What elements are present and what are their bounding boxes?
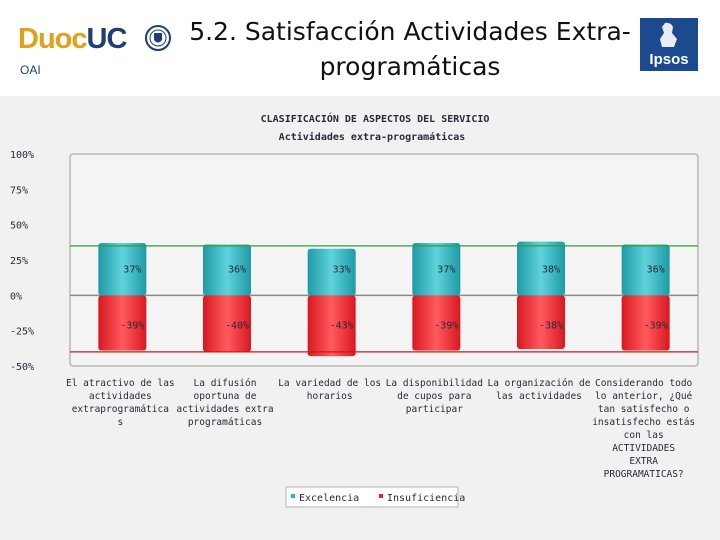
- category-label-line: programáticas: [188, 417, 262, 428]
- logo-uc-text: UC: [86, 23, 128, 55]
- insuficiencia-bar: [621, 295, 670, 351]
- category-label-line: participar: [406, 404, 463, 415]
- y-tick-label: -50%: [10, 362, 34, 373]
- insuficiencia-bar: [517, 295, 565, 350]
- y-tick-label: 75%: [10, 185, 28, 196]
- data-label: -40%: [225, 320, 249, 331]
- legend-label: Excelencia: [299, 493, 359, 504]
- category-label-line: La disponibilidad: [386, 378, 483, 389]
- category-label-line: insatisfecho estás: [592, 417, 695, 428]
- chart-subtitle: Actividades extra-programáticas: [279, 131, 466, 143]
- excelencia-bar: [307, 248, 356, 296]
- data-label: 33%: [333, 264, 351, 275]
- data-label: -38%: [539, 320, 563, 331]
- insuficiencia-bar: [412, 295, 461, 351]
- chart-title: CLASIFICACIÓN DE ASPECTOS DEL SERVICIO: [261, 112, 490, 125]
- header: DuocUC OAI 5.2. Satisfacción Actividades…: [0, 0, 720, 92]
- excelencia-bar: [517, 241, 565, 296]
- plot-area: [69, 153, 699, 367]
- insuficiencia-bar: [203, 295, 251, 352]
- y-tick-label: -25%: [10, 327, 34, 338]
- uc-seal-icon: [145, 25, 171, 51]
- excelencia-bar: [98, 243, 147, 296]
- excelencia-bar: [203, 244, 251, 296]
- duoc-uc-logo: DuocUC: [18, 18, 173, 60]
- logo-duoc-text: Duoc: [18, 23, 87, 55]
- category-label-line: tan satisfecho o: [598, 404, 690, 415]
- legend-swatch: [291, 494, 295, 498]
- category-label-line: ACTIVIDADES: [612, 443, 675, 454]
- data-label: 36%: [647, 264, 665, 275]
- data-label: -39%: [120, 320, 144, 331]
- page-title: 5.2. Satisfacción Actividades Extra- pro…: [170, 14, 650, 84]
- category-label: La difusión oportuna de actividades extra p…: [176, 378, 273, 428]
- category-label-line: Considerando todo: [595, 378, 693, 389]
- ipsos-logo: Ipsos: [640, 18, 698, 71]
- data-label: 36%: [228, 264, 246, 275]
- data-label: -39%: [434, 320, 458, 331]
- legend-swatch: [379, 494, 383, 498]
- insuficiencia-bar: [98, 295, 147, 351]
- category-label-line: de cupos para: [397, 391, 471, 402]
- category-label-line: actividades: [89, 391, 152, 402]
- y-tick-label: 50%: [10, 221, 28, 232]
- ipsos-figure-icon: [660, 22, 677, 47]
- category-label-line: extraprogramática: [72, 404, 169, 415]
- legend: [285, 486, 459, 508]
- insuficiencia-bar: [307, 295, 356, 357]
- page-title-line1: 5.2. Satisfacción Actividades Extra-: [189, 17, 631, 46]
- category-label: La disponibilidad de cupos para participar: [386, 378, 483, 415]
- excelencia-bar: [412, 243, 461, 296]
- page-title-line2: programáticas: [319, 52, 501, 81]
- category-label: El atractivo de las actividades extraprogr…: [66, 378, 175, 428]
- category-label-line: con las: [624, 430, 664, 441]
- data-label: -39%: [644, 320, 668, 331]
- category-label-line: La variedad de los: [278, 378, 381, 389]
- category-label: La variedad de los horarios: [278, 378, 381, 402]
- category-label-line: oportuna de: [194, 391, 257, 402]
- category-label-line: EXTRA: [629, 456, 658, 467]
- legend-label: Insuficiencia: [387, 493, 465, 504]
- data-label: 37%: [123, 264, 141, 275]
- category-label: Considerando todo lo anterior, ¿Qué tan sa…: [592, 378, 695, 480]
- category-label-line: La difusión: [194, 378, 257, 389]
- excelencia-bar: [621, 244, 670, 296]
- category-label-line: horarios: [307, 391, 353, 402]
- oai-label: OAI: [20, 63, 41, 77]
- data-label: 38%: [542, 264, 560, 275]
- y-tick-label: 100%: [10, 150, 34, 161]
- y-tick-label: 25%: [10, 256, 28, 267]
- category-label-line: s: [117, 417, 123, 428]
- chart-area: CLASIFICACIÓN DE ASPECTOS DEL SERVICIO Ac…: [0, 96, 720, 540]
- category-label-line: La organización de: [488, 378, 591, 389]
- category-label-line: PROGRAMATICAS?: [604, 469, 684, 480]
- category-label: La organización de las actividades: [488, 378, 591, 402]
- satisfaction-chart: CLASIFICACIÓN DE ASPECTOS DEL SERVICIO Ac…: [10, 112, 699, 508]
- category-label-line: actividades extra: [176, 404, 273, 415]
- y-tick-label: 0%: [10, 291, 22, 302]
- data-label: -43%: [330, 320, 354, 331]
- data-label: 37%: [437, 264, 455, 275]
- category-label-line: lo anterior, ¿Qué: [595, 391, 693, 402]
- ipsos-label: Ipsos: [649, 51, 689, 68]
- category-label-line: El atractivo de las: [66, 378, 175, 389]
- category-label-line: las actividades: [496, 391, 582, 402]
